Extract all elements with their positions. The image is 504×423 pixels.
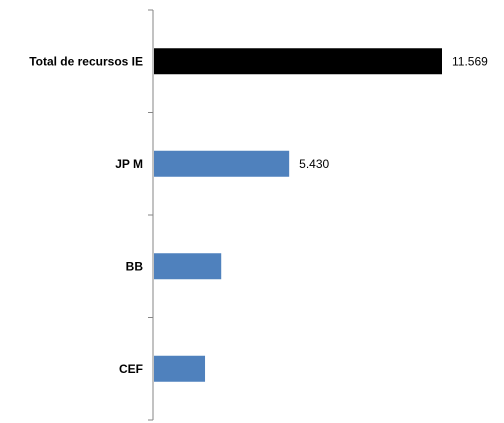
bar-1 bbox=[154, 150, 290, 177]
category-label-0: Total de recursos IE bbox=[29, 54, 143, 68]
labels-group: Total de recursos IE 11.569 JP M 5.430 BB CEF bbox=[29, 54, 488, 376]
category-label-2: BB bbox=[126, 259, 144, 273]
category-label-3: CEF bbox=[119, 362, 143, 376]
bar-0 bbox=[154, 48, 442, 75]
data-label-0: 11.569 bbox=[452, 54, 488, 68]
category-label-1: JP M bbox=[115, 157, 143, 171]
bars-group bbox=[154, 48, 442, 382]
data-label-1: 5.430 bbox=[299, 157, 329, 171]
category-axis bbox=[148, 9, 154, 421]
bar-2 bbox=[154, 253, 222, 280]
bar-3 bbox=[154, 355, 206, 382]
